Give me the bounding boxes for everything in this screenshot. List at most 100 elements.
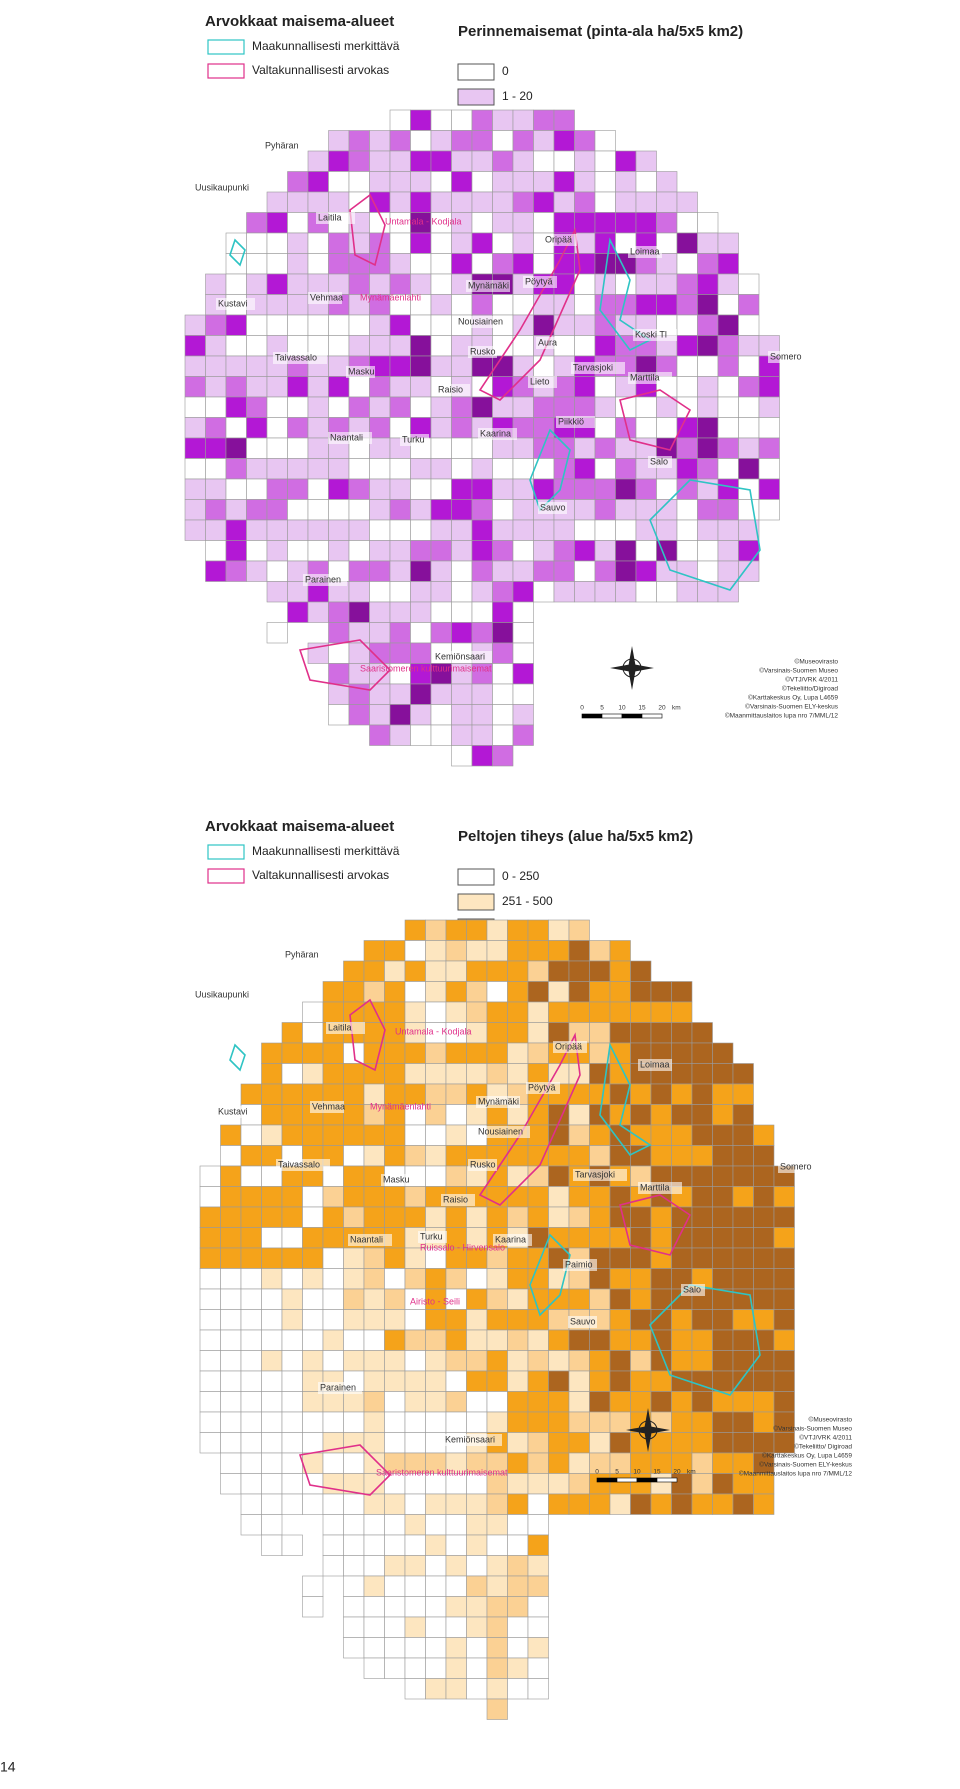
grid-cell xyxy=(302,1288,324,1310)
grid-cell xyxy=(343,1411,365,1433)
grid-cell xyxy=(425,1657,447,1679)
grid-cell xyxy=(384,981,406,1003)
grid-cell xyxy=(466,1411,488,1433)
grid-cell xyxy=(220,1411,242,1433)
grid-cell xyxy=(492,622,514,644)
grid-cell xyxy=(697,560,719,582)
grid-cell xyxy=(302,1411,324,1433)
grid-cell xyxy=(758,499,780,521)
grid-cell xyxy=(246,376,268,398)
grid-cell xyxy=(430,109,452,131)
grid-cell xyxy=(758,458,780,480)
grid-cell xyxy=(404,1206,426,1228)
grid-cell xyxy=(369,191,391,213)
grid-cell xyxy=(574,335,596,357)
grid-cell xyxy=(656,273,678,295)
grid-cell xyxy=(512,683,534,705)
grid-cell xyxy=(527,1309,549,1331)
grid-cell xyxy=(261,1083,283,1105)
grid-cell xyxy=(753,1124,775,1146)
grid-cell xyxy=(281,1186,303,1208)
grid-cell xyxy=(589,1001,611,1023)
grid-cell xyxy=(486,1391,508,1413)
grid-cell xyxy=(671,1001,693,1023)
grid-cell xyxy=(548,1227,570,1249)
grid-cell xyxy=(732,1124,754,1146)
grid-cell xyxy=(471,232,493,254)
grid-cell xyxy=(738,499,760,521)
grid-cell xyxy=(773,1350,795,1372)
grid-cell xyxy=(568,981,590,1003)
grid-cell xyxy=(389,704,411,726)
grid-cell xyxy=(266,396,288,418)
grid-cell xyxy=(717,253,739,275)
grid-cell xyxy=(328,355,350,377)
grid-cell xyxy=(732,1165,754,1187)
grid-cell xyxy=(492,601,514,623)
grid-cell xyxy=(615,396,637,418)
legend-swatch xyxy=(207,39,245,55)
grid-cell xyxy=(512,601,534,623)
grid-cell xyxy=(343,1493,365,1515)
place-label-bg xyxy=(348,1234,392,1246)
grid-cell xyxy=(225,232,247,254)
grid-cell xyxy=(533,253,555,275)
grid-cell xyxy=(574,396,596,418)
grid-cell xyxy=(384,960,406,982)
grid-cell xyxy=(512,232,534,254)
grid-cell xyxy=(410,519,432,541)
grid-cell xyxy=(322,1042,344,1064)
grid-cell xyxy=(430,294,452,316)
grid-cell xyxy=(328,335,350,357)
grid-cell xyxy=(717,458,739,480)
landscape-outline xyxy=(298,1444,392,1496)
place-label: Pyhäran xyxy=(285,949,319,959)
grid-cell xyxy=(615,540,637,562)
grid-cell xyxy=(240,1165,262,1187)
grid-cell xyxy=(609,1022,631,1044)
grid-cell xyxy=(466,919,488,941)
grid-cell xyxy=(225,396,247,418)
landscape-outline xyxy=(349,998,386,1072)
grid-cell xyxy=(691,1329,713,1351)
grid-cell xyxy=(410,191,432,213)
grid-cell xyxy=(671,981,693,1003)
grid-cell xyxy=(404,940,426,962)
grid-cell xyxy=(240,1370,262,1392)
grid-cell xyxy=(287,519,309,541)
grid-cell xyxy=(220,1145,242,1167)
grid-cell xyxy=(609,1206,631,1228)
grid-cell xyxy=(205,396,227,418)
grid-cell xyxy=(773,1329,795,1351)
grid-cell xyxy=(389,150,411,172)
grid-cell xyxy=(328,683,350,705)
grid-cell xyxy=(615,478,637,500)
grid-cell xyxy=(568,1104,590,1126)
credit: ©Varsinais-Suomen ELY-keskus xyxy=(759,1461,853,1469)
scale-unit: km xyxy=(687,1469,696,1476)
grid-cell xyxy=(697,458,719,480)
grid-cell xyxy=(486,919,508,941)
grid-cell xyxy=(220,1165,242,1187)
grid-cell xyxy=(451,355,473,377)
place-label-bg xyxy=(681,1284,705,1296)
grid-cell xyxy=(753,1391,775,1413)
grid-cell xyxy=(220,1227,242,1249)
grid-cell xyxy=(266,437,288,459)
grid-cell xyxy=(302,1493,324,1515)
grid-cell xyxy=(712,1473,734,1495)
grid-cell xyxy=(281,1206,303,1228)
place-label-bg xyxy=(478,428,517,440)
place-label: Salo xyxy=(683,1284,701,1294)
grid-cell xyxy=(676,273,698,295)
grid-cell xyxy=(445,1596,467,1618)
grid-cell xyxy=(384,1145,406,1167)
grid-cell xyxy=(343,1124,365,1146)
grid-cell xyxy=(240,1493,262,1515)
grid-cell xyxy=(466,1391,488,1413)
grid-cell xyxy=(261,1329,283,1351)
grid-cell xyxy=(363,1268,385,1290)
grid-cell xyxy=(717,294,739,316)
grid-cell xyxy=(486,1596,508,1618)
